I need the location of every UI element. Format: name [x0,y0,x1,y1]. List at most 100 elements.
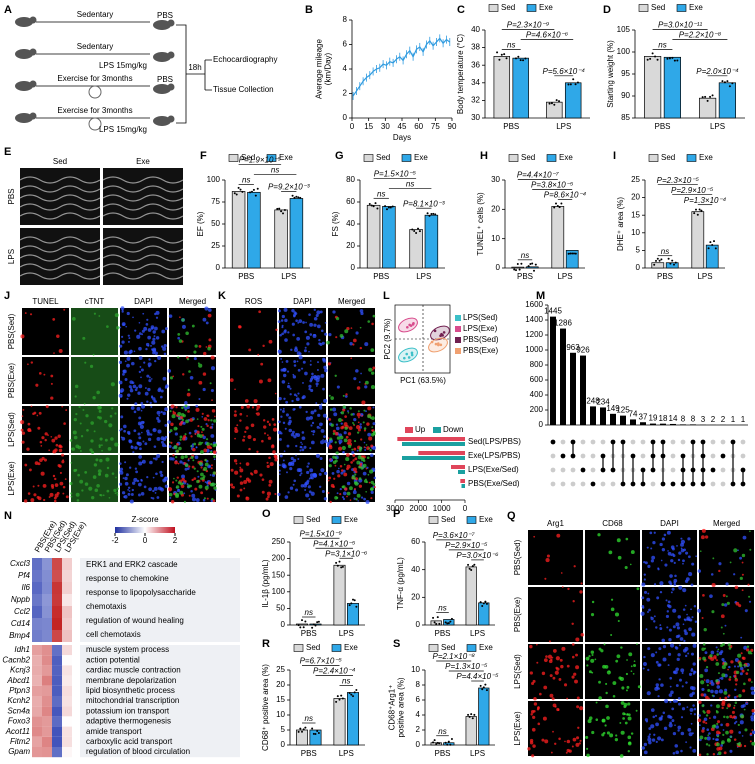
heat-cell [52,618,62,630]
row-label: PBS(Sed) [513,539,522,575]
dot [368,202,371,205]
signal [43,458,47,462]
signal [149,401,152,405]
signal [720,614,725,619]
signal [714,689,719,694]
signal [133,410,137,414]
signal [155,336,160,340]
signal [305,481,310,485]
signal [194,432,197,435]
signal [344,426,348,430]
signal [660,559,663,562]
signal [335,423,339,426]
signal [20,428,24,432]
signal [324,332,328,336]
signal [677,558,681,562]
y-tick-label: 0 [281,740,286,749]
y-tick-label: 0 [281,620,286,629]
signal [165,327,168,331]
signal [197,362,200,365]
signal [751,741,755,746]
signal [62,492,65,495]
signal [340,426,344,430]
signal [371,322,374,326]
signal [704,651,708,655]
panel-letter: M [536,290,545,302]
signal [350,461,353,464]
signal [688,672,693,676]
signal [281,314,285,319]
signal [347,444,352,449]
signal [604,664,609,669]
signal [334,431,339,436]
signal [710,656,715,661]
dot [297,196,300,199]
signal [138,370,142,374]
signal [661,537,665,541]
signal [614,612,620,617]
gene-label: Kcnj3 [10,666,31,675]
signal [721,706,724,710]
signal [723,690,728,695]
signal [572,737,577,742]
micrograph [585,701,640,756]
signal [702,594,705,597]
signal [340,471,344,475]
signal [357,410,360,413]
heat-cell [52,747,62,758]
signal [746,648,750,652]
pca-point [442,331,446,334]
signal [121,436,126,441]
signal [261,478,265,482]
echo-trace [19,194,101,202]
dot [706,99,709,102]
signal [126,311,130,316]
panel-letter: O [262,508,271,520]
signal [122,373,125,376]
signal [175,485,180,489]
signal [295,454,297,457]
signal [123,495,126,498]
panel-letter: Q [507,510,516,522]
heat-cell [42,570,52,582]
signal [350,327,353,329]
signal [738,731,742,734]
signal [720,744,723,747]
dot [413,230,416,233]
signal [728,678,732,681]
signal [533,702,538,706]
value-label: 18 [659,414,668,423]
signal [193,357,197,361]
signal [327,491,330,494]
signal [355,331,359,335]
heat-cell [42,706,52,717]
signal [267,436,272,440]
signal [357,500,359,502]
y-tick-label: 0 [496,263,501,272]
signal [179,482,183,486]
term-label: muscle system process [86,645,169,654]
signal [205,438,209,441]
signal [705,743,709,746]
signal [359,346,363,350]
signal [291,322,295,326]
signal [680,668,685,673]
signal [749,740,752,743]
signal [303,445,307,449]
signal [184,400,188,405]
signal [29,429,32,432]
dot [669,262,672,265]
signal [337,446,343,451]
bar [670,423,676,425]
column-label: Merged [713,519,740,528]
signal [38,411,42,415]
signal [268,424,271,427]
matrix-dot [580,439,586,445]
dot [728,85,731,88]
mouse-icon [153,52,171,62]
signal [248,348,252,352]
signal [285,413,289,417]
bar [546,101,563,119]
signal [349,486,353,491]
signal [160,410,163,414]
